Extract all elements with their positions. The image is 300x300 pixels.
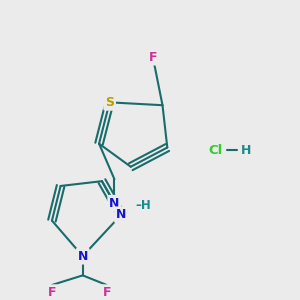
Text: H: H (241, 144, 251, 157)
Text: N: N (109, 197, 120, 210)
Text: N: N (116, 208, 126, 221)
Text: S: S (105, 96, 114, 109)
Text: F: F (148, 51, 157, 64)
Text: F: F (103, 286, 111, 299)
Text: Cl: Cl (208, 144, 223, 157)
Text: –H: –H (136, 199, 151, 212)
Text: F: F (48, 286, 56, 299)
Text: N: N (77, 250, 88, 263)
